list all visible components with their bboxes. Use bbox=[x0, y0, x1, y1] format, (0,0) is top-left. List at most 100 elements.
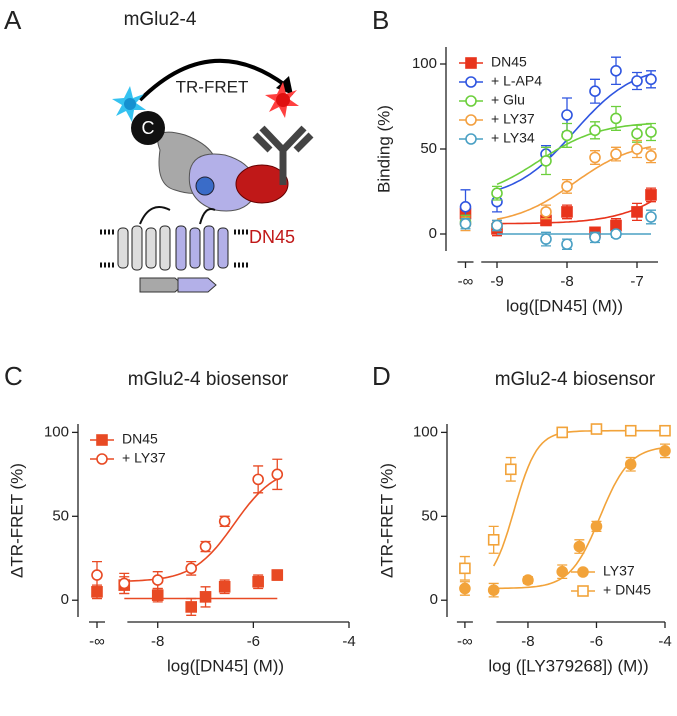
point bbox=[624, 458, 637, 471]
point bbox=[561, 109, 573, 121]
point bbox=[589, 151, 601, 164]
point bbox=[185, 562, 197, 575]
fit-curve bbox=[496, 146, 652, 220]
signal-label: TR-FRET bbox=[176, 77, 249, 96]
point bbox=[540, 206, 552, 218]
fit-curve bbox=[496, 73, 652, 191]
antibody bbox=[252, 125, 314, 185]
panel-label: A bbox=[4, 5, 22, 35]
y-tick-label: 100 bbox=[412, 55, 437, 72]
point bbox=[459, 201, 472, 213]
legend-label: + Glu bbox=[491, 92, 525, 108]
gray-tail bbox=[139, 277, 184, 293]
point bbox=[631, 206, 643, 218]
legend-marker bbox=[465, 133, 477, 145]
point bbox=[631, 127, 643, 140]
legend-marker bbox=[96, 434, 108, 446]
panel-label: C bbox=[4, 361, 23, 391]
nanobody-label: DN45 bbox=[249, 227, 295, 247]
donor-label: C bbox=[142, 118, 155, 138]
x-tick-label: -∞ bbox=[89, 633, 105, 650]
point bbox=[624, 424, 637, 437]
point bbox=[199, 591, 212, 603]
x-tick-label: -∞ bbox=[457, 633, 473, 650]
point bbox=[556, 565, 569, 578]
x-tick-label: -6 bbox=[590, 633, 603, 650]
legend-label: + L-AP4 bbox=[491, 73, 542, 89]
legend-marker bbox=[465, 57, 477, 69]
point bbox=[610, 65, 622, 77]
legend-label: DN45 bbox=[122, 431, 158, 447]
point bbox=[540, 233, 552, 245]
x-tick-label: -4 bbox=[342, 633, 355, 650]
point bbox=[151, 574, 164, 586]
legend-marker bbox=[96, 453, 108, 465]
point bbox=[199, 540, 212, 553]
x-tick-label: -8 bbox=[521, 633, 534, 650]
point bbox=[491, 187, 503, 199]
x-tick-label: -8 bbox=[151, 633, 164, 650]
fit-curve bbox=[497, 200, 652, 225]
point bbox=[589, 231, 601, 244]
x-axis-label: log([DN45] (M)) bbox=[506, 296, 623, 315]
x-axis-label: log([DN45] (M)) bbox=[167, 656, 284, 675]
acceptor-core bbox=[276, 93, 290, 107]
point bbox=[573, 540, 586, 553]
point bbox=[556, 426, 569, 439]
y-tick-label: 0 bbox=[61, 591, 69, 608]
point bbox=[631, 143, 643, 155]
point bbox=[540, 155, 552, 167]
point bbox=[459, 582, 471, 595]
membrane bbox=[117, 225, 229, 271]
point bbox=[151, 589, 164, 601]
x-tick-label: -∞ bbox=[458, 273, 474, 290]
legend-label: + LY34 bbox=[491, 130, 535, 146]
legend-marker bbox=[577, 585, 589, 597]
x-tick-label: -9 bbox=[490, 273, 503, 290]
chart-title: mGlu2-4 biosensor bbox=[128, 369, 289, 390]
point bbox=[252, 575, 264, 588]
point bbox=[645, 189, 657, 201]
purple-tail bbox=[177, 277, 217, 293]
point bbox=[218, 515, 231, 528]
point bbox=[459, 218, 472, 230]
y-tick-label: 0 bbox=[430, 591, 438, 608]
point bbox=[271, 569, 284, 581]
chart-title: mGlu2-4 biosensor bbox=[495, 369, 656, 390]
point bbox=[505, 463, 517, 476]
legend-label: LY37 bbox=[603, 563, 635, 579]
y-tick-label: 100 bbox=[413, 423, 438, 440]
point bbox=[487, 533, 500, 546]
x-tick-label: -8 bbox=[560, 273, 573, 290]
legend-marker bbox=[465, 76, 477, 88]
fit-curve bbox=[124, 478, 278, 582]
point bbox=[118, 577, 131, 590]
point bbox=[645, 73, 657, 86]
legend-marker bbox=[465, 114, 477, 126]
diagram-title: mGlu2-4 bbox=[124, 9, 197, 30]
x-tick-label: -6 bbox=[247, 633, 260, 650]
legend-label: + DN45 bbox=[603, 582, 651, 598]
point bbox=[631, 75, 643, 87]
point bbox=[271, 468, 284, 481]
point bbox=[645, 211, 657, 223]
point bbox=[610, 148, 622, 160]
point bbox=[185, 601, 197, 613]
point bbox=[522, 574, 534, 586]
legend-label: + LY37 bbox=[122, 450, 166, 466]
ligand bbox=[195, 176, 215, 196]
point bbox=[561, 129, 573, 142]
y-tick-label: 50 bbox=[52, 507, 69, 524]
point bbox=[252, 473, 264, 486]
diagram: mGlu2-4 TR-FRET DN45 C bbox=[100, 9, 314, 293]
y-tick-label: 100 bbox=[44, 423, 69, 440]
point bbox=[459, 562, 471, 575]
legend-marker bbox=[465, 95, 477, 107]
y-axis-label: ΔTR-FRET (%) bbox=[377, 463, 396, 578]
legend-label: DN45 bbox=[491, 54, 527, 70]
point bbox=[590, 520, 603, 533]
fit-curve bbox=[496, 122, 652, 186]
nanobody bbox=[235, 164, 289, 204]
arrow-head bbox=[276, 76, 293, 95]
point bbox=[589, 124, 601, 137]
